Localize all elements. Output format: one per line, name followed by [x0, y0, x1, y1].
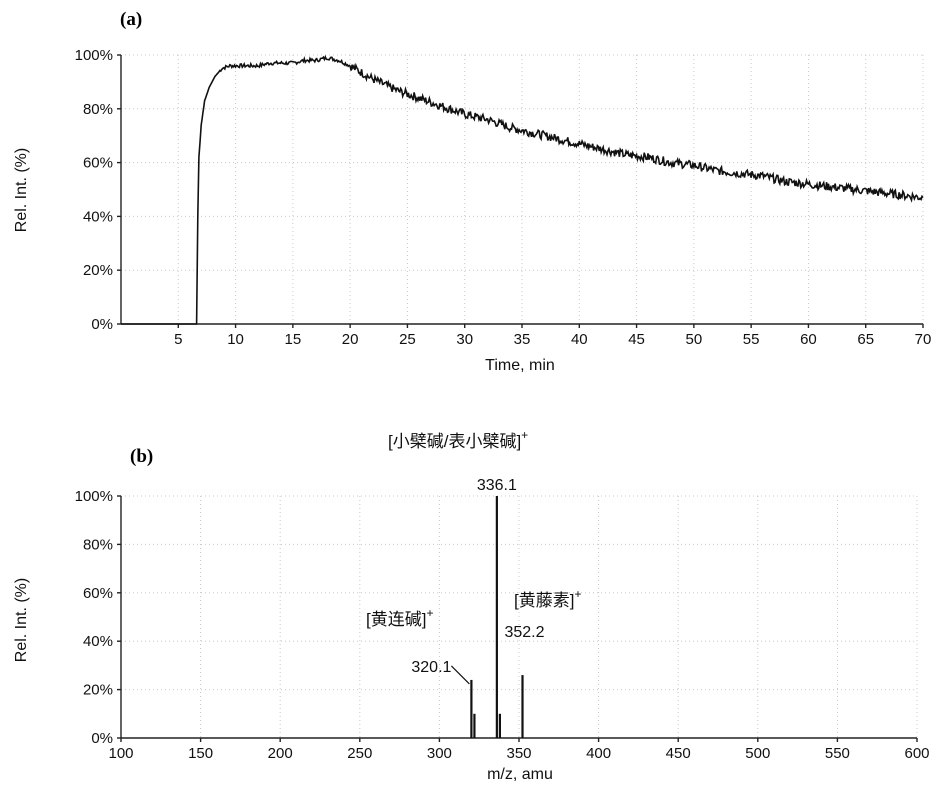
chart-a-grid [121, 54, 924, 325]
chart-a-y-axis-title: Rel. Int. (%) [13, 148, 30, 232]
x-tick-label: 50 [686, 331, 703, 348]
y-tick-label: 20% [83, 682, 113, 699]
panel-b-label: (b) [130, 446, 153, 467]
x-tick-label: 25 [399, 331, 416, 348]
y-tick-label: 100% [75, 488, 113, 505]
x-tick-label: 450 [666, 745, 691, 762]
peak-label-336: 336.1 [477, 477, 517, 494]
y-tick-label: 80% [83, 536, 113, 553]
chart-b-y-ticks: 0% 20% 40% 60% 80% 100% [75, 488, 121, 747]
series-line [121, 54, 924, 325]
x-tick-label: 45 [628, 331, 645, 348]
y-tick-label: 0% [91, 730, 113, 747]
x-tick-label: 350 [506, 745, 531, 762]
panel-a-label: (a) [120, 9, 142, 30]
y-tick-label: 0% [91, 316, 113, 333]
y-tick-label: 100% [75, 47, 113, 64]
x-tick-label: 30 [456, 331, 473, 348]
y-tick-label: 40% [83, 208, 113, 225]
chart-a-x-ticks: 5 10 15 20 25 30 35 40 45 50 55 60 65 70 [174, 324, 931, 348]
chart-a: (a) 0% 20% 40% 60% 80% 100% 5 10 15 20 25 30 35 40 45… [13, 9, 931, 374]
x-tick-label: 65 [857, 331, 874, 348]
x-tick-label: 600 [904, 745, 929, 762]
x-tick-label: 35 [514, 331, 531, 348]
y-tick-label: 60% [83, 585, 113, 602]
annotation-coptisine: [黄连碱]+ [366, 606, 433, 629]
y-tick-label: 40% [83, 633, 113, 650]
chart-b: (b) 0% 20% 40% 60% 80% 100% 100 150 200 250 300 35… [13, 428, 930, 783]
x-tick-label: 300 [427, 745, 452, 762]
x-tick-label: 40 [571, 331, 588, 348]
x-tick-label: 100 [108, 745, 133, 762]
x-tick-label: 250 [347, 745, 372, 762]
x-tick-label: 400 [586, 745, 611, 762]
x-tick-label: 60 [800, 331, 817, 348]
y-tick-label: 60% [83, 155, 113, 172]
x-tick-label: 15 [285, 331, 302, 348]
chart-b-peak-labels: 336.1 352.2 320.1 [411, 477, 544, 676]
y-tick-label: 80% [83, 101, 113, 118]
chart-b-x-ticks: 100 150 200 250 300 350 400 450 500 550 600 [108, 738, 930, 762]
chart-b-y-axis-title: Rel. Int. (%) [13, 578, 30, 662]
chart-a-x-axis-title: Time, min [485, 357, 555, 374]
annotation-palmatine: [黄藤素]+ [514, 587, 581, 610]
x-tick-label: 20 [342, 331, 359, 348]
x-tick-label: 550 [825, 745, 850, 762]
x-tick-label: 5 [174, 331, 182, 348]
chart-a-y-ticks: 0% 20% 40% 60% 80% 100% [75, 47, 121, 333]
chart-a-series [121, 54, 924, 325]
peak-320-leader-line [450, 665, 470, 685]
x-tick-label: 55 [743, 331, 760, 348]
x-tick-label: 150 [188, 745, 213, 762]
chart-b-grid [120, 495, 918, 739]
chart-b-x-axis-title: m/z, amu [487, 766, 553, 783]
x-tick-label: 500 [745, 745, 770, 762]
x-tick-label: 10 [227, 331, 244, 348]
peak-label-352: 352.2 [504, 624, 544, 641]
annotation-berberine: [小檗碱/表小檗碱]+ [388, 428, 528, 451]
peak-label-320: 320.1 [411, 659, 451, 676]
chart-b-peaks [470, 496, 524, 738]
x-tick-label: 70 [915, 331, 932, 348]
y-tick-label: 20% [83, 262, 113, 279]
x-tick-label: 200 [268, 745, 293, 762]
